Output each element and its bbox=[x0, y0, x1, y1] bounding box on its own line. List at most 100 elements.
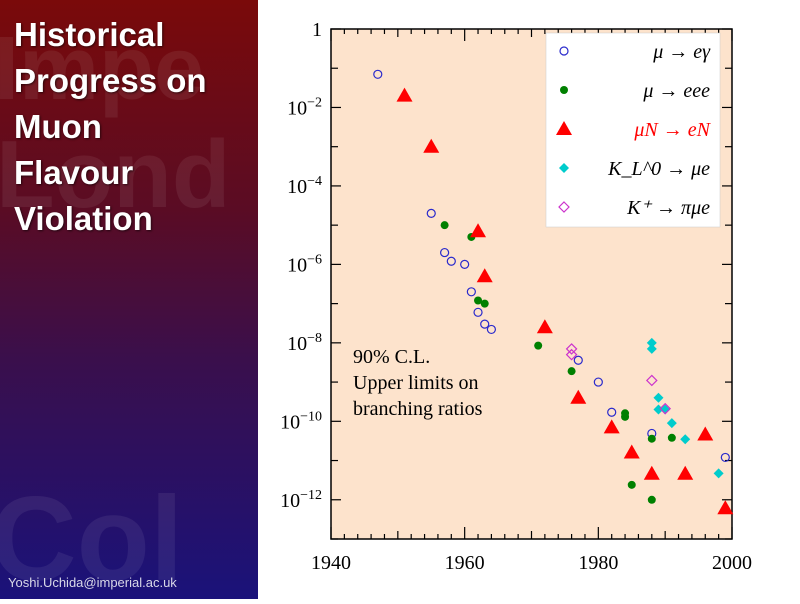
data-point-open-circle bbox=[426, 208, 436, 218]
legend-marker-open-circle bbox=[559, 46, 569, 56]
data-point-triangle bbox=[570, 389, 587, 404]
y-tick-label: 10−10 bbox=[280, 409, 322, 433]
data-point-filled-diamond bbox=[666, 418, 677, 429]
data-point-triangle bbox=[423, 138, 440, 153]
y-tick-exponent: −8 bbox=[307, 331, 322, 346]
data-point-open-circle bbox=[607, 407, 617, 417]
legend-label: μ → eee bbox=[642, 80, 710, 102]
data-point-filled-circle bbox=[647, 495, 656, 504]
x-tick-label: 1960 bbox=[445, 552, 485, 574]
y-tick-exponent: −12 bbox=[300, 488, 322, 503]
data-point-triangle bbox=[623, 444, 640, 459]
x-tick-label: 1980 bbox=[578, 552, 618, 574]
y-tick-label: 10−4 bbox=[287, 174, 322, 198]
data-point-open-diamond bbox=[645, 374, 658, 387]
data-point-filled-circle bbox=[627, 480, 636, 489]
legend-label: μN → eN bbox=[633, 119, 711, 141]
watermark-imperial: Impe bbox=[0, 19, 205, 119]
slide-title-line: Muon bbox=[14, 108, 102, 145]
data-point-triangle bbox=[677, 465, 694, 480]
data-point-open-circle bbox=[486, 324, 496, 335]
legend-marker-open-diamond bbox=[558, 201, 570, 213]
slide-title-line: Flavour bbox=[14, 154, 134, 191]
title-sidebar: Impe Lond Col Historical Progress on Muo… bbox=[0, 0, 258, 599]
slide-title-line: Progress on bbox=[14, 62, 207, 99]
legend-label: μ → eγ bbox=[652, 41, 711, 63]
data-point-open-circle bbox=[473, 307, 483, 317]
slide-title: Historical Progress on Muon Flavour Viol… bbox=[14, 12, 254, 242]
data-point-filled-circle bbox=[534, 341, 543, 350]
data-point-triangle bbox=[536, 319, 553, 334]
y-tick-label: 10−8 bbox=[287, 331, 322, 355]
y-tick-exponent: −10 bbox=[300, 409, 322, 424]
data-point-open-circle bbox=[480, 319, 490, 329]
data-point-triangle bbox=[643, 465, 660, 480]
plot-frame bbox=[330, 28, 733, 540]
y-tick-base: 10 bbox=[287, 176, 307, 198]
legend: μ → eγ μ → eee μN → eN K_L^0 → μe K⁺ → πμe bbox=[545, 32, 721, 228]
data-point-filled-diamond bbox=[653, 404, 664, 415]
data-point-open-circle bbox=[373, 69, 383, 79]
legend-box bbox=[545, 32, 721, 228]
slide-title-line: Violation bbox=[14, 200, 153, 237]
data-point-open-circle bbox=[440, 247, 450, 258]
data-point-triangle bbox=[476, 268, 493, 283]
watermark-college: Col bbox=[0, 472, 184, 599]
data-point-open-circle bbox=[573, 355, 583, 365]
y-tick-base: 10 bbox=[287, 333, 307, 355]
author-email: Yoshi.Uchida@imperial.ac.uk bbox=[8, 575, 177, 590]
data-point-triangle bbox=[396, 87, 413, 102]
y-tick-exponent: −6 bbox=[307, 252, 322, 267]
data-point-filled-diamond bbox=[713, 468, 724, 479]
annotation: 90% C.L. Upper limits on branching ratio… bbox=[353, 346, 483, 420]
data-point-filled-diamond bbox=[646, 343, 657, 354]
data-point-triangle bbox=[603, 419, 620, 434]
data-point-filled-circle bbox=[647, 434, 656, 443]
data-point-open-circle bbox=[466, 287, 476, 297]
y-tick-exponent: −4 bbox=[307, 174, 322, 189]
data-point-triangle bbox=[470, 223, 487, 238]
y-tick-label: 10−6 bbox=[287, 252, 322, 276]
chart-area: 1 10−2 10−4 10−6 10−8 10−10 10−12 1940 1960 1980… bbox=[258, 0, 800, 599]
data-point-open-circle bbox=[720, 452, 730, 463]
legend-marker-triangle bbox=[556, 121, 572, 135]
y-tick-base: 10 bbox=[280, 490, 300, 512]
legend-label: K⁺ → πμe bbox=[626, 197, 710, 219]
y-tick-base: 10 bbox=[287, 97, 307, 119]
data-point-filled-circle bbox=[474, 296, 483, 305]
data-point-open-circle bbox=[460, 259, 470, 269]
data-point-filled-circle bbox=[667, 433, 676, 442]
data-point-filled-diamond bbox=[653, 392, 664, 403]
y-tick-label: 1 bbox=[312, 19, 322, 41]
data-point-open-circle bbox=[593, 377, 603, 387]
annotation-line: Upper limits on bbox=[353, 372, 479, 394]
data-point-open-diamond bbox=[659, 402, 672, 415]
data-point-filled-diamond bbox=[646, 337, 657, 348]
data-point-filled-circle bbox=[480, 299, 489, 308]
annotation-line: branching ratios bbox=[353, 398, 483, 420]
legend-label: K_L^0 → μe bbox=[607, 158, 710, 180]
data-point-open-circle bbox=[446, 256, 456, 266]
data-point-open-diamond bbox=[565, 348, 578, 361]
data-point-filled-diamond bbox=[680, 434, 691, 445]
data-point-open-diamond bbox=[565, 343, 578, 355]
data-point-triangle bbox=[717, 500, 734, 515]
slide-title-line: Historical bbox=[14, 16, 165, 53]
data-point-filled-circle bbox=[567, 367, 576, 376]
data-point-filled-circle bbox=[621, 412, 630, 421]
data-points bbox=[373, 69, 734, 515]
data-point-filled-circle bbox=[440, 221, 449, 230]
legend-marker-filled-diamond bbox=[559, 163, 569, 173]
x-tick-label: 1940 bbox=[311, 552, 351, 574]
y-tick-base: 10 bbox=[287, 254, 307, 276]
y-tick-base: 1 bbox=[312, 19, 322, 41]
legend-marker-filled-circle bbox=[560, 86, 568, 94]
y-tick-base: 10 bbox=[280, 411, 300, 433]
x-tick-labels: 1940 1960 1980 2000 bbox=[311, 552, 752, 574]
watermark-london: Lond bbox=[0, 121, 231, 228]
y-tick-exponent: −2 bbox=[307, 95, 322, 110]
data-point-triangle bbox=[697, 426, 714, 441]
x-tick-label: 2000 bbox=[712, 552, 752, 574]
